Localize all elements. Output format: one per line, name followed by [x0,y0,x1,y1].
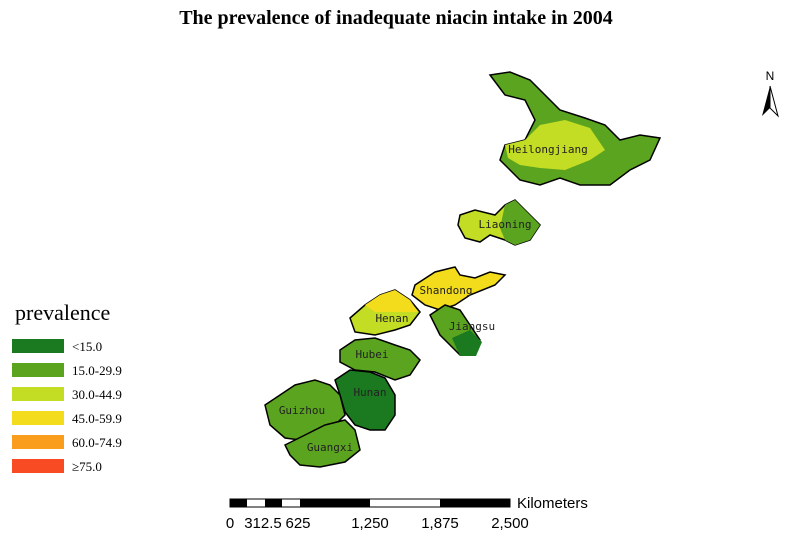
legend-label: 15.0-29.9 [72,363,122,378]
legend-title: prevalence [15,300,110,325]
province-label: Hunan [353,386,386,399]
scale-label: 312.5 [244,515,282,532]
legend-label: 45.0-59.9 [72,411,122,426]
legend-swatch [12,411,64,425]
legend-label: ≥75.0 [72,459,102,474]
province-label: Heilongjiang [508,143,587,156]
province-label: Jiangsu [449,320,495,333]
map-title: The prevalence of inadequate niacin inta… [179,7,613,29]
legend-swatch [12,435,64,449]
legend: <15.0 15.0-29.9 30.0-44.9 45.0-59.9 60.0-74.… [12,339,122,474]
scale-bar: Kilometers 0 312.5 625 1,250 1,875 2,500 [226,495,588,532]
sub-region [452,330,482,356]
legend-label: 60.0-74.9 [72,435,122,450]
legend-swatch [12,339,64,353]
legend-swatch [12,387,64,401]
province [411,266,507,311]
province-label: Guizhou [279,404,325,417]
scale-unit: Kilometers [517,495,588,512]
province-label: Hubei [355,348,388,361]
province-label: Liaoning [479,218,532,231]
scale-label: 625 [285,515,310,532]
scale-label: 2,500 [491,515,529,532]
province-label: Guangxi [307,441,353,454]
sub-region [365,290,418,312]
province-label: Shandong [420,284,473,297]
province-label: Henan [375,312,408,325]
sub-region [500,200,540,245]
scale-label: 1,875 [421,515,459,532]
province [339,337,421,381]
scale-label: 0 [226,515,234,532]
legend-label: <15.0 [72,339,102,354]
legend-label: 30.0-44.9 [72,387,122,402]
north-arrow: N [762,69,779,118]
sub-region [505,120,605,170]
north-label: N [766,69,775,83]
legend-swatch [12,459,64,473]
province [283,419,361,468]
scale-label: 1,250 [351,515,389,532]
legend-swatch [12,363,64,377]
